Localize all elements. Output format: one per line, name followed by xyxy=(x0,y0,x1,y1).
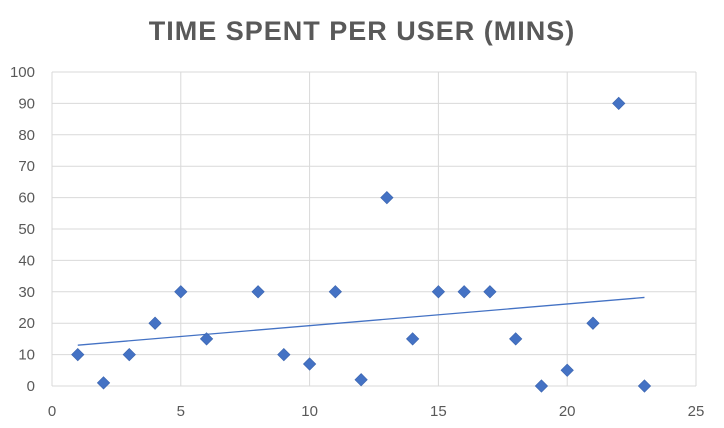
data-point xyxy=(71,347,85,362)
trendline xyxy=(77,296,645,346)
data-point xyxy=(483,285,497,299)
y-tick-label: 0 xyxy=(27,378,35,395)
data-point xyxy=(251,285,265,299)
data-point xyxy=(148,316,162,330)
data-point xyxy=(302,357,317,371)
data-point xyxy=(122,347,136,362)
x-tick-label: 25 xyxy=(688,403,705,420)
data-point xyxy=(637,379,652,393)
data-point xyxy=(96,376,111,390)
y-tick-label: 60 xyxy=(18,190,35,207)
x-axis-ticks: 0 5 10 15 20 25 xyxy=(48,403,705,420)
chart-title: TIME SPENT PER USER (MINS) xyxy=(149,16,576,46)
data-point xyxy=(406,332,420,346)
data-point xyxy=(534,379,549,393)
x-tick-label: 20 xyxy=(559,403,576,420)
data-point xyxy=(560,363,574,377)
x-tick-label: 5 xyxy=(177,403,185,420)
y-tick-label: 10 xyxy=(18,347,35,364)
data-point xyxy=(174,285,188,299)
data-point xyxy=(612,96,626,111)
trendline-group xyxy=(77,296,645,346)
y-tick-label: 50 xyxy=(18,221,35,238)
y-tick-label: 40 xyxy=(18,252,35,269)
y-axis-ticks: 0 10 20 30 40 50 60 70 80 90 100 xyxy=(10,64,35,395)
data-points xyxy=(71,96,652,393)
x-tick-label: 15 xyxy=(430,403,447,420)
data-point xyxy=(431,285,446,299)
y-tick-label: 30 xyxy=(18,284,35,301)
data-point xyxy=(586,316,600,330)
data-point xyxy=(457,285,471,299)
data-point xyxy=(328,285,342,299)
y-tick-label: 20 xyxy=(18,315,35,332)
data-point xyxy=(354,373,368,387)
x-tick-label: 0 xyxy=(48,403,56,420)
x-tick-label: 10 xyxy=(301,403,318,420)
data-point xyxy=(380,190,394,205)
y-tick-label: 80 xyxy=(18,127,35,144)
data-point xyxy=(277,347,291,362)
y-tick-label: 100 xyxy=(10,64,35,81)
y-tick-label: 90 xyxy=(18,95,35,112)
data-point xyxy=(199,332,214,346)
data-point xyxy=(509,332,523,346)
y-tick-label: 70 xyxy=(18,158,35,175)
